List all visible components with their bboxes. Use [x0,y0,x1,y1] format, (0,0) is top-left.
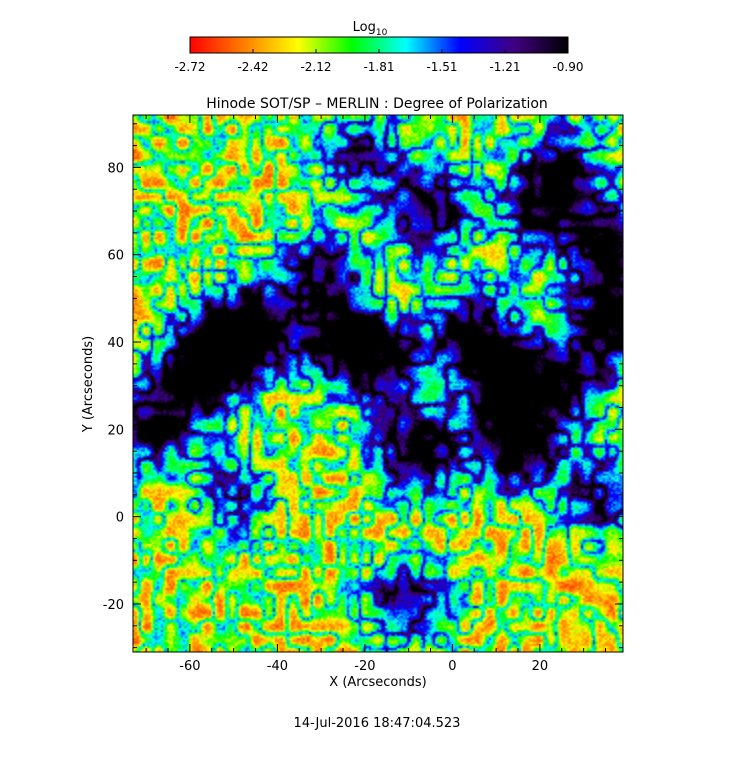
colorbar-tick-label: -1.51 [426,60,457,74]
timestamp: 14-Jul-2016 18:47:04.523 [293,716,461,731]
y-tick-label: 80 [107,161,124,176]
y-tick-label: 40 [107,336,124,351]
x-tick-label: -60 [179,659,200,674]
y-tick-label: 20 [107,423,124,438]
colorbar-tick-label: -2.12 [300,60,331,74]
x-tick-label: 0 [448,659,456,674]
colorbar-tick-label: -2.72 [174,60,205,74]
colorbar-label-subscript: 10 [376,28,388,38]
colorbar-tick-label: -0.90 [552,60,583,74]
colorbar-label: Log10 [353,20,388,38]
y-tick-label: 0 [116,511,124,526]
y-tick-label: -20 [103,598,124,613]
x-tick-label: -20 [354,659,375,674]
colorbar-label-base: Log [353,20,376,35]
colorbar-ticks: -2.72 -2.42 -2.12 -1.81 -1.51 -1.21 -0.90 [174,49,584,74]
x-tick-label: -40 [267,659,288,674]
colorbar: Log10 -2.72 -2.42 -2.12 -1.81 -1.51 -1.21 -0.9… [174,20,583,74]
colorbar-tick-label: -2.42 [237,60,268,74]
colorbar-tick-label: -1.81 [363,60,394,74]
y-axis-label: Y (Arcseconds) [81,336,96,433]
x-tick-label: 20 [532,659,549,674]
x-axis-label: X (Arcseconds) [329,675,426,690]
y-tick-label: 60 [107,249,124,264]
polarization-heatmap [133,115,623,652]
colorbar-tick-label: -1.21 [489,60,520,74]
chart-title: Hinode SOT/SP – MERLIN : Degree of Polar… [206,96,548,112]
plot-area: -60 -40 -20 0 20 -20 0 20 40 60 80 [103,114,624,674]
axis-ticks: -60 -40 -20 0 20 -20 0 20 40 60 80 [103,115,623,674]
plot-frame [132,114,624,653]
